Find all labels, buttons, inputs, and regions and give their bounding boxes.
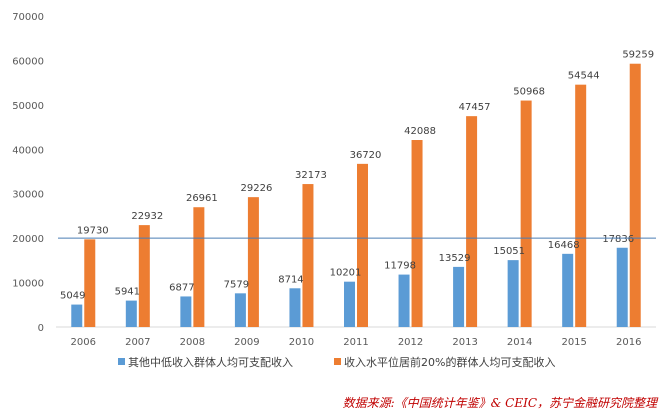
data-label: 10201	[330, 268, 362, 279]
data-label: 5941	[115, 287, 140, 298]
data-label: 16468	[548, 240, 580, 251]
bar-low-income	[289, 288, 301, 327]
x-tick-label: 2011	[343, 337, 368, 348]
bar-top20-income	[247, 197, 259, 327]
data-label: 11798	[384, 261, 416, 272]
y-tick-label: 40000	[12, 145, 44, 156]
bar-low-income	[453, 266, 465, 327]
x-tick-label: 2013	[452, 337, 477, 348]
bar-low-income	[344, 281, 355, 327]
x-tick-label: 2010	[289, 337, 314, 348]
data-label: 50968	[513, 87, 545, 98]
data-label: 32173	[295, 170, 327, 181]
bar-top20-income	[466, 116, 478, 327]
bar-low-income	[125, 300, 137, 327]
legend-swatch-top20-income	[334, 358, 341, 365]
data-label: 22932	[131, 211, 163, 222]
bar-low-income	[616, 247, 628, 327]
data-label: 54544	[568, 71, 600, 82]
bar-low-income	[180, 296, 192, 327]
bar-low-income	[507, 260, 519, 327]
x-tick-label: 2014	[507, 337, 532, 348]
legend-swatch-low-income	[118, 358, 125, 365]
bar-top20-income	[138, 225, 150, 327]
data-label: 36720	[350, 150, 382, 161]
bar-top20-income	[520, 100, 532, 327]
y-tick-label: 50000	[12, 101, 44, 112]
data-label: 13529	[439, 253, 471, 264]
x-axis: 2006 2007 2008 2009 2010 2011 2012 2013 2014 2015…	[56, 326, 656, 348]
bar-low-income	[71, 304, 83, 327]
y-tick-label: 0	[38, 323, 44, 334]
source-note: 数据来源:《中国统计年鉴》& CEIC，苏宁金融研究院整理	[342, 396, 657, 410]
data-label: 5049	[60, 291, 85, 302]
x-tick-label: 2009	[234, 337, 259, 348]
legend-label: 其他中低收入群体人均可支配收入	[128, 355, 293, 369]
data-label: 29226	[241, 183, 273, 194]
bar-low-income	[562, 253, 574, 327]
x-tick-label: 2006	[71, 337, 96, 348]
x-tick-label: 2007	[125, 337, 150, 348]
bar-low-income	[398, 274, 410, 327]
bars-group	[71, 63, 641, 328]
y-axis: 0 10000 20000 30000 40000 50000 60000 70000	[12, 12, 44, 334]
data-label: 17836	[602, 234, 634, 245]
data-labels: 5049 5941 6877 7579 8714 10201 11798 13529 15051…	[60, 50, 654, 302]
x-tick-label: 2012	[398, 337, 423, 348]
bar-top20-income	[575, 84, 587, 328]
legend-label: 收入水平位居前20%的群体人均可支配收入	[344, 355, 555, 369]
bar-low-income	[234, 293, 246, 327]
x-tick-label: 2015	[561, 337, 586, 348]
y-tick-label: 70000	[12, 12, 44, 23]
data-label: 59259	[622, 50, 654, 61]
legend: 其他中低收入群体人均可支配收入 收入水平位居前20%的群体人均可支配收入	[118, 355, 555, 369]
data-label: 6877	[169, 282, 194, 293]
data-label: 7579	[224, 279, 249, 290]
y-tick-label: 30000	[12, 190, 44, 201]
data-label: 19730	[77, 225, 109, 236]
bar-top20-income	[84, 239, 96, 327]
data-label: 26961	[186, 193, 218, 204]
x-tick-label: 2008	[180, 337, 205, 348]
data-label: 47457	[459, 102, 491, 113]
bar-top20-income	[357, 163, 368, 327]
y-tick-label: 60000	[12, 56, 44, 67]
x-tick-label: 2016	[616, 337, 641, 348]
data-label: 8714	[278, 274, 303, 285]
bar-top20-income	[302, 184, 314, 327]
y-tick-label: 20000	[12, 234, 44, 245]
data-label: 15051	[493, 246, 525, 257]
y-tick-label: 10000	[12, 279, 44, 290]
data-label: 42088	[404, 126, 436, 137]
bar-top20-income	[629, 63, 641, 327]
bar-top20-income	[193, 207, 205, 327]
bar-top20-income	[411, 140, 423, 327]
